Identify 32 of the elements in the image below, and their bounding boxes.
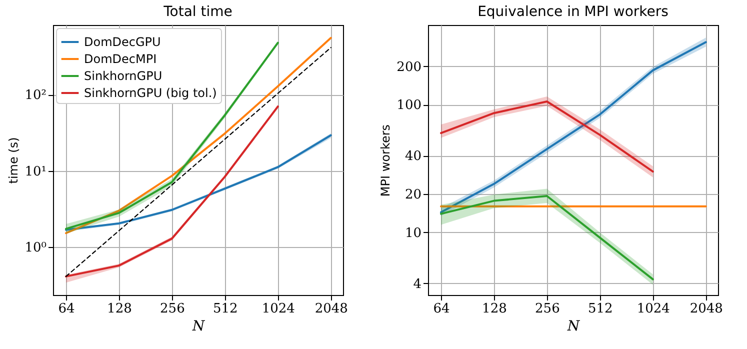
y-axis-title: time (s) — [6, 137, 21, 184]
x-tick-label: 256 — [535, 302, 560, 316]
y-axis-title: MPI workers — [378, 124, 393, 197]
legend-label: SinkhornGPU (big tol.) — [84, 86, 217, 100]
y-tick-label: 10² — [24, 88, 46, 104]
x-axis-title: N — [191, 318, 206, 334]
x-axis-title: N — [566, 318, 580, 334]
y-tick-label: 200 — [396, 60, 422, 75]
y-tick-label: 10¹ — [24, 164, 46, 180]
x-tick-label: 64 — [58, 302, 75, 316]
x-tick-label: 128 — [107, 302, 132, 316]
chart-title: Total time — [162, 4, 232, 20]
x-tick-label: 1024 — [262, 302, 295, 316]
legend-label: DomDecMPI — [84, 52, 157, 66]
x-tick-label: 512 — [588, 302, 613, 316]
line-series — [64, 36, 332, 234]
x-tick-label: 128 — [482, 302, 507, 316]
legend-label: SinkhornGPU — [84, 69, 162, 83]
x-tick-label: 1024 — [636, 302, 670, 316]
x-tick-label: 2048 — [314, 302, 348, 316]
legend-label: DomDecGPU — [84, 35, 161, 49]
chart-title: Equivalence in MPI workers — [478, 4, 668, 20]
y-tick-label: 10 — [404, 226, 422, 241]
y-tick-label: 20 — [404, 188, 422, 203]
x-tick-label: 2048 — [690, 302, 723, 316]
x-tick-label: 512 — [213, 302, 238, 316]
x-tick-label: 64 — [433, 302, 450, 316]
x-tick-label: 256 — [160, 302, 185, 316]
y-tick-label: 100 — [396, 98, 422, 114]
y-tick-label: 4 — [413, 276, 422, 292]
y-tick-label: 40 — [404, 149, 422, 164]
y-tick-label: 10⁰ — [24, 240, 46, 256]
